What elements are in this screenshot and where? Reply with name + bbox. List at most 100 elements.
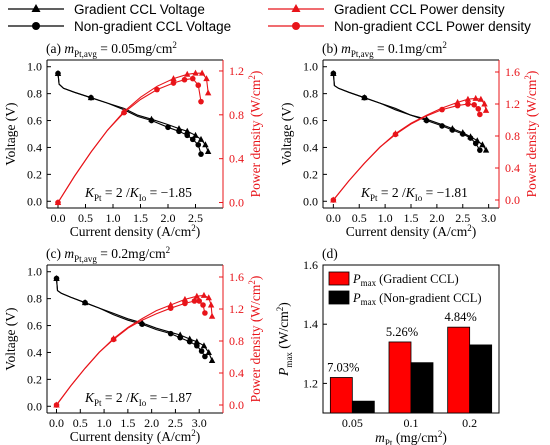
data-point — [477, 111, 483, 118]
text-part: max — [361, 297, 377, 307]
text-part: Voltage (V) — [3, 307, 18, 370]
y2-tick-label: 1.2 — [229, 302, 244, 316]
text-part: = −1.85 — [146, 185, 192, 200]
x-tick-label: 1.0 — [378, 211, 393, 225]
data-point — [189, 136, 196, 143]
text-part: 2 — [523, 75, 533, 80]
text-part: = 0.1mg/cm — [374, 41, 443, 56]
legend-nongradient-voltage: Non-gradient CCL Voltage — [8, 19, 231, 34]
data-point — [472, 140, 479, 147]
series-line-3 — [57, 78, 202, 203]
y2-tick-label: 1.6 — [229, 270, 244, 284]
data-point — [53, 402, 60, 408]
data-point — [165, 124, 171, 131]
data-point — [459, 131, 466, 137]
y-tick-label: 0.2 — [303, 167, 318, 181]
panel-title: (d) — [322, 246, 338, 261]
data-point — [154, 86, 160, 93]
text-part: max — [284, 352, 294, 368]
x-tick-label: 0.5 — [352, 211, 367, 225]
y2-tick-label: 0.0 — [229, 196, 244, 210]
bar-nongradient — [469, 344, 493, 414]
data-point — [170, 75, 177, 82]
text-part: (c) — [46, 246, 64, 261]
y2-tick-label: 0.0 — [229, 398, 244, 412]
text-part: Power density (W/cm — [248, 284, 263, 402]
text-part: Current density (A/cm — [70, 224, 192, 239]
data-point — [361, 94, 368, 101]
y2-tick-label: 1.6 — [505, 65, 520, 79]
x-tick-label: 0.0 — [49, 416, 64, 430]
data-point — [200, 291, 208, 298]
text-part: = −1.81 — [422, 185, 468, 200]
text-part: m — [64, 41, 74, 56]
panel-title: (a) mPt,avg = 0.05mg/cm2 — [46, 40, 177, 59]
data-point — [148, 117, 155, 124]
text-part: max — [361, 278, 377, 288]
x-tick-label: 0.2 — [462, 416, 477, 430]
series-line-2 — [57, 72, 209, 203]
y-tick-label: 0.4 — [303, 140, 318, 154]
text-part: 2 — [172, 40, 177, 50]
y2-tick-label: 0.0 — [505, 193, 520, 207]
y-tick-label: 0.8 — [27, 87, 42, 101]
text-part: = −1.87 — [146, 390, 192, 405]
text-part: ) — [196, 429, 201, 444]
text-part: P — [352, 272, 361, 286]
text-part: P — [352, 291, 361, 305]
chart-panel-d: 1.2 1.4 1.6 0.05 7.03% 0.1 5.26% 0.2 4.84% (d) Pma… — [275, 246, 500, 445]
text-part: = 2 / — [102, 390, 130, 405]
x-tick-label: 0.1 — [404, 416, 419, 430]
text-part: = 0.05mg/cm — [97, 41, 173, 56]
ratio-annotation: KPt = 2 /KIo = −1.85 — [84, 185, 192, 203]
x-tick-label: 3.0 — [481, 211, 496, 225]
data-point — [200, 302, 206, 308]
y-axis-label: Voltage (V) — [3, 102, 18, 165]
y2-tick-label: 1.2 — [505, 97, 520, 111]
x-tick-label: 3.0 — [192, 416, 207, 430]
x-tick-label: 0.05 — [342, 416, 363, 430]
data-point — [208, 357, 216, 364]
bar-nongradient — [410, 362, 434, 414]
x-tick-label: 2.0 — [161, 211, 176, 225]
series-line-1 — [55, 278, 206, 357]
y-axis-label: Voltage (V) — [279, 102, 294, 165]
data-point — [181, 295, 189, 302]
x-tick-label: 0.5 — [73, 416, 88, 430]
y-tick-label: 1.0 — [27, 265, 42, 279]
text-part: 2 — [275, 307, 285, 312]
text-part: K — [129, 390, 140, 405]
circle-marker-icon — [292, 22, 300, 30]
data-point — [204, 89, 212, 96]
text-part: K — [405, 185, 416, 200]
x-tick-label: 2.0 — [144, 416, 159, 430]
data-point — [198, 348, 205, 354]
chart-panel-c: 0.0 0.5 1.0 1.5 2.0 2.5 3.0 0.0 0.2 0.4 0.6 0.8 1.0 0… — [3, 245, 263, 444]
data-point — [82, 299, 88, 306]
data-point — [467, 135, 474, 141]
text-part: K — [84, 185, 95, 200]
y-tick-label: 1.4 — [303, 317, 318, 331]
data-point — [167, 305, 174, 312]
bar-nongradient — [351, 400, 375, 414]
y2-axis-label: Power density (W/cm2) — [247, 71, 263, 198]
series-line-0 — [57, 73, 209, 152]
y2-tick-label: 0.4 — [505, 161, 520, 175]
data-point — [208, 312, 216, 319]
data-point — [477, 95, 485, 102]
bar-legend: Pmax (Gradient CCL)Pmax (Non-gradient CCL) — [328, 271, 482, 307]
data-point — [205, 348, 212, 355]
data-point — [198, 69, 206, 76]
data-point — [139, 321, 145, 328]
data-point — [55, 199, 61, 206]
text-part: Pt,avg — [74, 49, 97, 59]
text-part: (Gradient CCL) — [379, 272, 459, 286]
text-part: 2 — [247, 75, 257, 80]
text-part: Current density (A/cm — [70, 429, 192, 444]
data-point — [475, 106, 482, 112]
text-part: ) — [196, 224, 201, 239]
data-point — [439, 123, 445, 129]
data-point — [110, 336, 117, 343]
text-part: Io — [139, 193, 147, 203]
